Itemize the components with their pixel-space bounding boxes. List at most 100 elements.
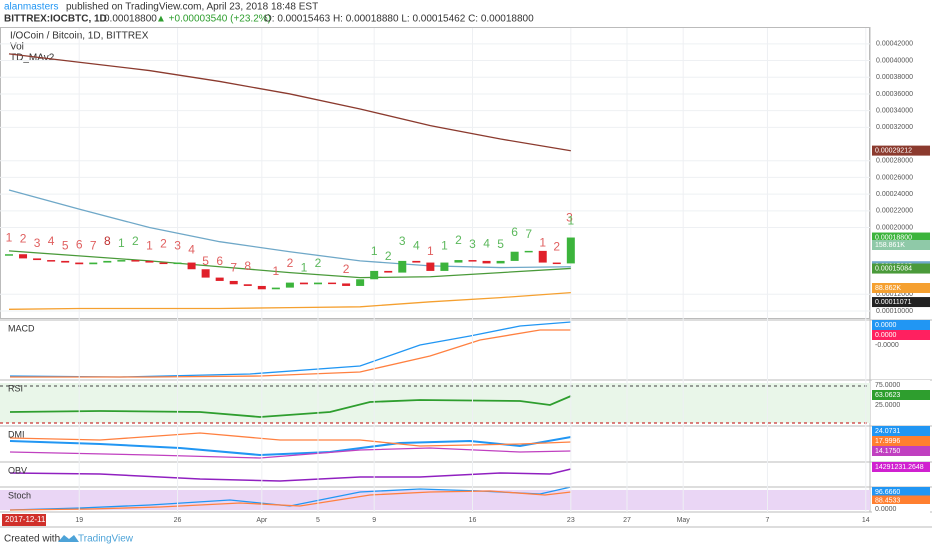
td-count: 2 <box>455 233 462 247</box>
td-count: 2 <box>132 234 139 248</box>
pane-name: OBV <box>8 465 27 475</box>
candle <box>412 260 421 263</box>
td-count: 3 <box>174 239 181 253</box>
candle <box>538 250 547 263</box>
published: published on TradingView.com, April 23, … <box>66 2 318 13</box>
price-label: 63.0623 <box>875 392 900 399</box>
y-tick-label: 0.00042000 <box>876 41 913 48</box>
y-tick-label: 0.00040000 <box>876 57 913 64</box>
x-tick-label: 19 <box>75 517 83 524</box>
ma-line <box>8 291 571 310</box>
td-count: 1 <box>441 239 448 253</box>
y-tick-label: 0.00024000 <box>876 191 913 198</box>
y-tick-label: 0.00026000 <box>876 174 913 181</box>
x-tick-label: 14 <box>862 517 870 524</box>
price-badge <box>872 436 930 446</box>
x-tick-label: 7 <box>766 517 770 524</box>
td-count: 1 <box>146 239 153 253</box>
td-count: 6 <box>216 254 223 268</box>
candle <box>257 285 266 290</box>
td-count: 4 <box>188 242 195 256</box>
pane-name: Stoch <box>8 490 31 500</box>
y-tick-label: 0.00022000 <box>876 208 913 215</box>
price-badge <box>872 446 930 456</box>
td-count: 5 <box>202 254 209 268</box>
price-label: 0.0000 <box>875 332 897 339</box>
y-tick-label: 0.00028000 <box>876 158 913 165</box>
y-tick-label: 0.00038000 <box>876 74 913 81</box>
x-tick-label: May <box>677 517 691 524</box>
tv-logo <box>58 535 79 542</box>
price-label: 0.00018800 <box>875 234 912 241</box>
td-count: 3 <box>34 236 41 250</box>
indicator-lines <box>0 321 870 511</box>
price-badge <box>872 380 930 390</box>
price-badge <box>872 240 930 250</box>
pane-name: DMI <box>8 429 25 439</box>
td-count: 1 <box>371 244 378 258</box>
candle <box>328 282 337 285</box>
symbol: BITTREX:IOCBTC, 1D <box>4 14 107 25</box>
price-label: 0.00015084 <box>875 265 912 272</box>
change: ▲ +0.00003540 (+23.2%) <box>156 14 271 25</box>
candle <box>33 258 42 261</box>
pane-name: RSI <box>8 383 23 393</box>
price-badge <box>872 330 930 340</box>
candle <box>47 260 56 262</box>
candle <box>75 262 84 265</box>
price-label: 24.0731 <box>875 428 900 435</box>
td-count: 5 <box>497 237 504 251</box>
pane-frames <box>0 27 871 512</box>
td-count: 2 <box>20 232 27 246</box>
candle <box>61 260 70 263</box>
candle <box>482 260 491 264</box>
candle <box>229 280 238 285</box>
ma-line <box>8 250 571 279</box>
x-tick-label: 23 <box>567 517 575 524</box>
price-label: 158.861K <box>875 242 905 249</box>
price-badge <box>872 504 930 514</box>
td-count: 8 <box>244 259 251 273</box>
price-badge <box>872 487 930 497</box>
date-label: 2017-12-11 <box>5 515 46 524</box>
candle <box>468 260 477 262</box>
x-tick-label: 9 <box>372 517 376 524</box>
price-label: -0.0000 <box>875 342 899 349</box>
td-count: 2 <box>315 256 322 270</box>
y-tick-label: 0.00036000 <box>876 91 913 98</box>
y-tick-label: 0.00032000 <box>876 124 913 131</box>
candle <box>440 262 449 271</box>
footer-brand[interactable]: TradingView <box>78 534 134 545</box>
price-badge <box>872 320 930 330</box>
price-label: 0.00011071 <box>875 299 912 306</box>
candle <box>496 260 505 264</box>
td-count: 1 <box>301 260 308 274</box>
price-label: 0.00029212 <box>875 147 912 154</box>
price-badge <box>872 495 930 506</box>
candle <box>89 262 98 265</box>
candle <box>313 282 322 285</box>
candle <box>299 282 308 285</box>
ohlc: O: 0.00015463 H: 0.00018880 L: 0.0001546… <box>264 14 534 25</box>
candle <box>201 269 210 278</box>
td-count: 4 <box>48 234 55 248</box>
td-count: 2 <box>385 249 392 263</box>
candle <box>215 277 224 281</box>
x-tick-label: 26 <box>174 517 182 524</box>
td-count: 7 <box>230 260 237 274</box>
td-count: 6 <box>76 237 83 251</box>
date-badge <box>2 514 46 526</box>
candle <box>103 260 112 263</box>
candle <box>117 260 126 262</box>
price-label: 0.0000 <box>875 322 897 329</box>
candle <box>173 262 182 265</box>
y-tick-label: 0.00012000 <box>876 291 913 298</box>
candle <box>187 262 196 270</box>
price-badge <box>872 263 930 274</box>
user[interactable]: alanmasters <box>4 2 58 13</box>
td-count: 3 <box>566 211 573 225</box>
price-label: 17.9996 <box>875 438 900 445</box>
td-count: 6 <box>511 225 518 239</box>
candle <box>384 270 393 273</box>
